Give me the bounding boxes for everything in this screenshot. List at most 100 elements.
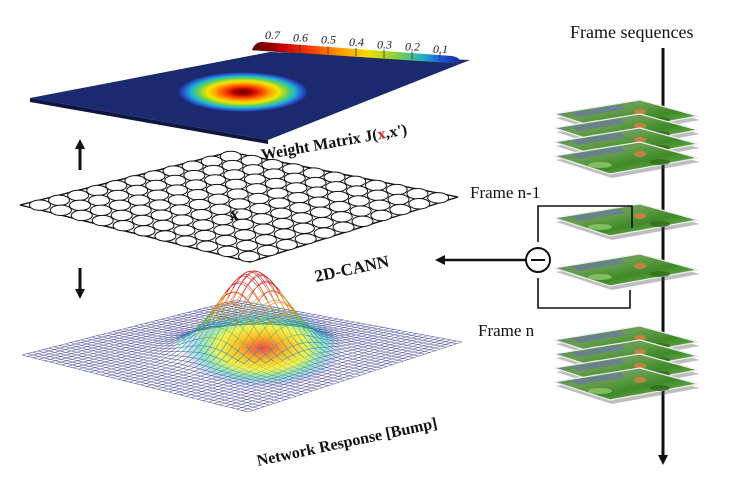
neuron <box>251 213 274 225</box>
neuron <box>110 209 133 222</box>
neuron <box>221 159 244 172</box>
neuron <box>226 188 249 200</box>
neuron <box>88 194 111 207</box>
neuron <box>344 175 367 188</box>
neuron <box>285 182 308 194</box>
neuron <box>89 204 112 217</box>
neuron <box>224 178 247 191</box>
neuron <box>154 230 177 242</box>
neuron <box>70 209 93 222</box>
neuron <box>328 200 351 213</box>
neuron <box>146 189 169 201</box>
neuron <box>364 179 387 192</box>
neuron <box>294 233 317 245</box>
neuron <box>368 199 391 211</box>
neuron <box>173 224 196 237</box>
neuron <box>215 234 238 247</box>
bump-grid-lines <box>175 270 331 364</box>
neuron <box>302 167 325 179</box>
neuron <box>205 183 228 196</box>
neuron <box>408 198 431 210</box>
neuron <box>347 195 370 207</box>
neuron <box>236 239 259 252</box>
neuron <box>292 222 315 235</box>
neuron <box>313 227 336 239</box>
neuron <box>181 160 204 172</box>
neuron <box>268 197 291 209</box>
neuron <box>186 189 209 201</box>
neuron <box>209 203 232 216</box>
connector-lower <box>537 278 631 309</box>
neuron <box>249 202 272 215</box>
frame-cur-label: Frame n <box>478 321 535 340</box>
colorbar-tick-label: 0.7 <box>265 28 281 42</box>
neuron <box>332 221 355 233</box>
neuron <box>28 199 51 211</box>
neuron <box>108 199 131 211</box>
neuron <box>323 171 346 183</box>
neuron <box>169 204 192 216</box>
neuron <box>306 186 329 198</box>
neuron <box>190 209 213 221</box>
neuron <box>349 205 372 217</box>
neuron <box>217 245 240 258</box>
colorbar: 0.7 0.6 0.5 0.4 0.3 0.2 0.1 <box>251 28 461 65</box>
neuron <box>309 206 332 218</box>
neuron <box>213 224 236 236</box>
neuron <box>270 207 293 219</box>
neuron <box>131 214 154 227</box>
neuron <box>133 225 156 237</box>
neuron <box>175 235 198 247</box>
video-frame <box>553 253 700 290</box>
neuron <box>166 184 189 196</box>
weight-plane-edge <box>30 98 268 144</box>
colorbar-tick-label: 0.6 <box>293 30 308 44</box>
neuron <box>264 177 287 190</box>
neuron <box>346 185 369 197</box>
neuron <box>366 189 389 201</box>
weight-label-x: x <box>376 125 387 143</box>
neuron <box>234 229 257 241</box>
neuron <box>129 204 152 216</box>
neuron <box>289 202 312 214</box>
neuron <box>254 234 277 246</box>
neuron <box>185 179 208 191</box>
neuron <box>275 239 298 251</box>
neuron <box>387 193 410 206</box>
neuron <box>325 181 348 193</box>
colorbar-tick-label: 0.3 <box>377 37 392 51</box>
neuron <box>272 217 295 230</box>
neuron <box>290 212 313 224</box>
neuron <box>406 188 429 200</box>
neuron <box>389 203 412 216</box>
colorbar-tick-label: 0.5 <box>321 33 336 47</box>
neuron <box>124 175 147 187</box>
neuron <box>164 174 187 187</box>
neuron <box>192 219 215 231</box>
neuron <box>247 192 270 205</box>
neuron <box>127 194 150 206</box>
video-frame <box>553 141 700 178</box>
cann-marker: x <box>230 204 239 224</box>
neuron <box>86 184 109 197</box>
colorbar-tick-label: 0.1 <box>433 42 448 56</box>
neuron <box>273 228 296 240</box>
neuron <box>167 194 190 206</box>
neuron <box>283 172 306 185</box>
neuron <box>126 184 149 197</box>
neuron <box>427 192 450 204</box>
neuron <box>330 211 353 223</box>
neuron <box>67 189 90 202</box>
neuron <box>385 183 408 196</box>
neuron <box>112 219 135 232</box>
neuron <box>223 169 246 181</box>
neuron <box>49 204 72 216</box>
neuron <box>105 179 128 192</box>
neuron <box>143 170 166 182</box>
neuron <box>171 214 194 226</box>
neuron <box>253 223 276 235</box>
neuron <box>261 159 284 171</box>
neuron <box>370 209 393 222</box>
neuron <box>287 192 310 204</box>
neuron <box>188 198 211 211</box>
